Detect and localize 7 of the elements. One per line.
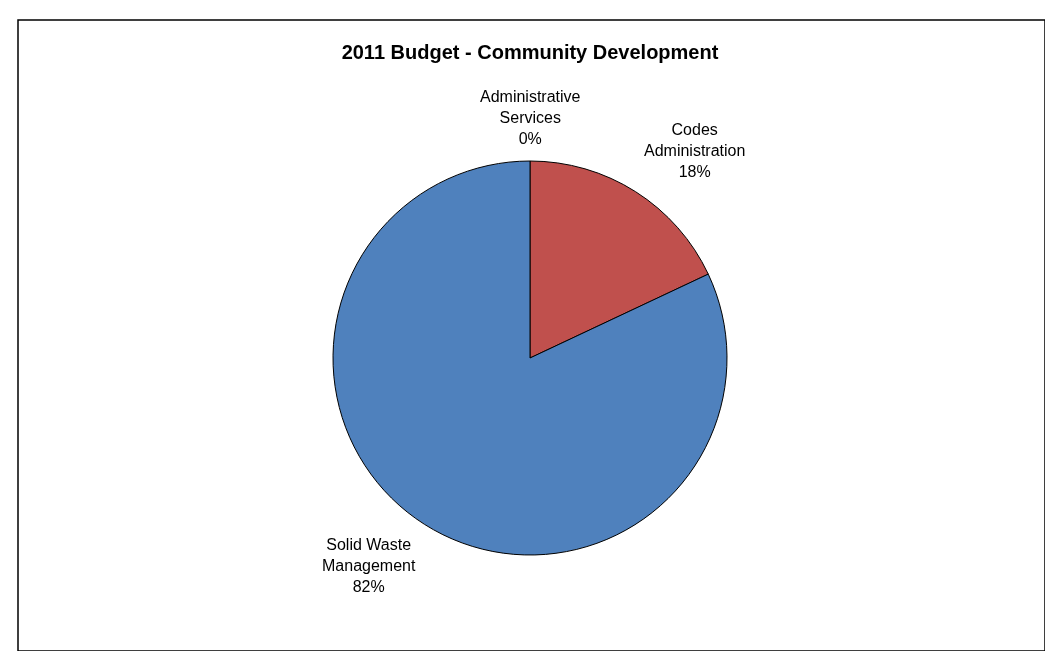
data-label: 82%	[352, 577, 385, 595]
text: 0%	[518, 129, 542, 147]
chart-title: 2011 Budget - Community Development	[341, 41, 719, 63]
category-label: Administrative Services	[480, 88, 581, 126]
slice-label: Codes Administration	[644, 121, 746, 159]
slice-label: Solid Waste Management	[322, 536, 416, 574]
data-label: 18%	[678, 162, 711, 180]
